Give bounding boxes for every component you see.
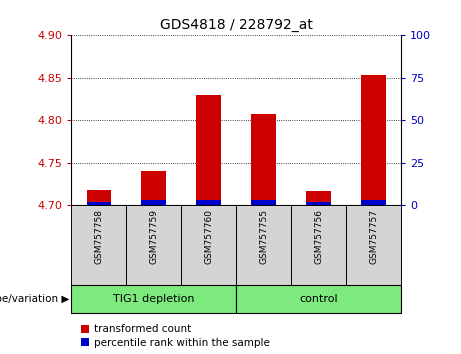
Text: GSM757760: GSM757760 bbox=[204, 209, 213, 264]
Bar bbox=[251, 200, 276, 205]
Bar bbox=[196, 95, 221, 205]
Bar bbox=[196, 200, 221, 205]
Bar bbox=[87, 202, 111, 205]
Bar bbox=[87, 190, 111, 205]
Text: control: control bbox=[299, 294, 338, 304]
Bar bbox=[142, 200, 166, 205]
Bar bbox=[142, 171, 166, 205]
Text: GSM757757: GSM757757 bbox=[369, 209, 378, 264]
Bar bbox=[236, 285, 401, 313]
Bar bbox=[251, 114, 276, 205]
Text: GSM757755: GSM757755 bbox=[259, 209, 268, 264]
Title: GDS4818 / 228792_at: GDS4818 / 228792_at bbox=[160, 18, 313, 32]
Bar bbox=[236, 205, 291, 285]
Bar bbox=[291, 205, 346, 285]
Legend: transformed count, percentile rank within the sample: transformed count, percentile rank withi… bbox=[77, 320, 274, 352]
Bar bbox=[306, 202, 331, 205]
Bar bbox=[126, 205, 181, 285]
Bar bbox=[181, 205, 236, 285]
Bar bbox=[346, 205, 401, 285]
Text: GSM757758: GSM757758 bbox=[95, 209, 103, 264]
Text: TIG1 depletion: TIG1 depletion bbox=[113, 294, 195, 304]
Text: GSM757759: GSM757759 bbox=[149, 209, 159, 264]
Bar bbox=[361, 200, 386, 205]
Bar bbox=[306, 191, 331, 205]
Text: GSM757756: GSM757756 bbox=[314, 209, 323, 264]
Text: genotype/variation ▶: genotype/variation ▶ bbox=[0, 294, 69, 304]
Bar bbox=[71, 285, 236, 313]
Bar bbox=[71, 205, 126, 285]
Bar bbox=[361, 75, 386, 205]
